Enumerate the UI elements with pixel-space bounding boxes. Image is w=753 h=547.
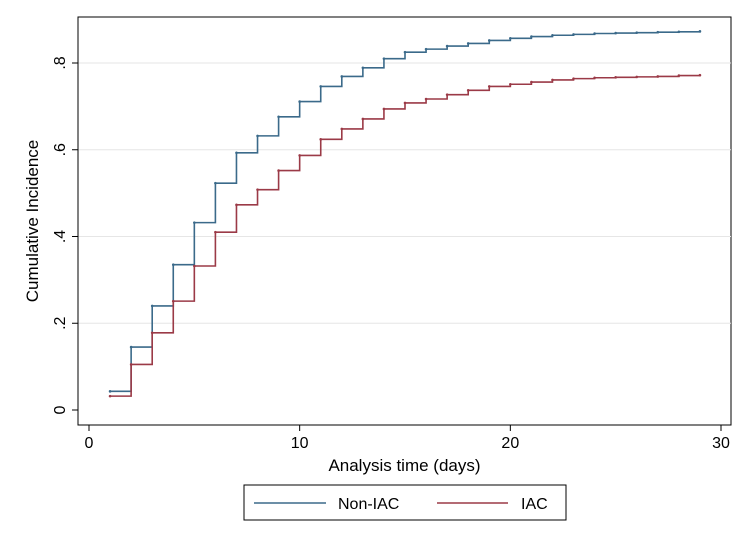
series-point-non-iac-27 — [677, 30, 681, 34]
series-point-iac-6 — [235, 203, 238, 207]
series-point-iac-7 — [256, 188, 259, 191]
series-point-non-iac-4 — [193, 221, 196, 224]
y-tick-label-3: .6 — [52, 143, 69, 156]
series-point-iac-24 — [614, 76, 617, 79]
series-point-non-iac-21 — [551, 33, 554, 37]
series-point-iac-1 — [129, 363, 133, 366]
series-point-non-iac-9 — [298, 100, 301, 103]
series-point-non-iac-22 — [572, 33, 575, 36]
plot-area — [77, 16, 732, 426]
series-point-non-iac-11 — [340, 75, 344, 78]
series-point-iac-14 — [403, 101, 407, 105]
series-point-non-iac-24 — [614, 31, 617, 35]
series-point-non-iac-13 — [382, 57, 386, 60]
series-point-iac-18 — [487, 85, 491, 88]
series-point-iac-17 — [466, 89, 470, 92]
series-point-non-iac-18 — [487, 39, 491, 42]
series-point-non-iac-14 — [403, 50, 407, 54]
y-tick-label-2: .4 — [52, 230, 69, 243]
series-point-iac-9 — [298, 154, 301, 157]
series-point-iac-2 — [150, 331, 154, 335]
x-tick-label-3: 30 — [712, 435, 730, 452]
series-point-iac-5 — [214, 230, 217, 234]
series-point-non-iac-10 — [319, 85, 323, 88]
series-point-non-iac-8 — [277, 115, 280, 119]
series-point-non-iac-7 — [256, 134, 259, 138]
series-point-iac-20 — [530, 80, 533, 84]
series-point-iac-4 — [193, 264, 196, 268]
y-tick-label-0: 0 — [52, 405, 69, 414]
x-tick-label-2: 20 — [501, 435, 519, 452]
x-tick-label-1: 10 — [291, 435, 309, 452]
x-tick-label-0: 0 — [85, 435, 94, 452]
x-ticks: 0 10 20 30 — [85, 425, 730, 452]
series-point-iac-10 — [319, 138, 323, 141]
series-point-iac-0 — [108, 394, 112, 398]
series-point-non-iac-6 — [235, 151, 238, 155]
series-point-non-iac-25 — [635, 31, 639, 34]
series-point-iac-15 — [424, 97, 428, 101]
series-point-non-iac-5 — [214, 181, 217, 185]
series-point-iac-21 — [551, 78, 554, 82]
series-point-non-iac-28 — [698, 30, 702, 33]
series-point-non-iac-26 — [656, 30, 660, 34]
y-ticks: 0 .2 .4 .6 .8 — [52, 56, 78, 414]
series-point-non-iac-17 — [466, 42, 470, 45]
series-point-non-iac-3 — [171, 263, 175, 266]
series-point-iac-25 — [635, 75, 639, 79]
series-point-iac-22 — [572, 77, 575, 80]
series-layer — [108, 30, 702, 398]
legend-label-iac: IAC — [521, 496, 548, 513]
series-point-non-iac-20 — [530, 35, 533, 38]
series-point-iac-26 — [656, 75, 660, 78]
series-point-iac-8 — [277, 169, 280, 172]
series-point-non-iac-12 — [361, 66, 365, 70]
series-point-non-iac-0 — [108, 390, 112, 393]
series-point-iac-12 — [361, 117, 365, 121]
y-tick-label-4: .8 — [52, 56, 69, 69]
legend-label-non-iac: Non-IAC — [338, 496, 399, 513]
series-point-non-iac-1 — [129, 345, 133, 349]
series-point-non-iac-15 — [424, 47, 428, 51]
series-point-iac-3 — [171, 299, 175, 303]
series-point-non-iac-23 — [593, 32, 596, 35]
series-point-non-iac-19 — [509, 36, 512, 40]
series-point-non-iac-2 — [150, 304, 154, 308]
series-point-iac-23 — [593, 76, 596, 80]
series-point-iac-19 — [509, 82, 512, 86]
series-point-iac-13 — [382, 107, 386, 111]
grid-lines — [78, 62, 731, 324]
series-point-iac-28 — [698, 73, 702, 77]
legend: Non-IAC IAC — [243, 484, 567, 521]
series-point-non-iac-16 — [445, 44, 449, 48]
series-point-iac-16 — [445, 93, 449, 96]
series-point-iac-11 — [340, 127, 344, 131]
x-axis-title: Analysis time (days) — [328, 456, 480, 475]
series-point-iac-27 — [677, 74, 681, 77]
y-tick-label-1: .2 — [52, 316, 69, 329]
axes — [77, 17, 731, 426]
y-axis-title: Cumulative Incidence — [23, 140, 42, 303]
